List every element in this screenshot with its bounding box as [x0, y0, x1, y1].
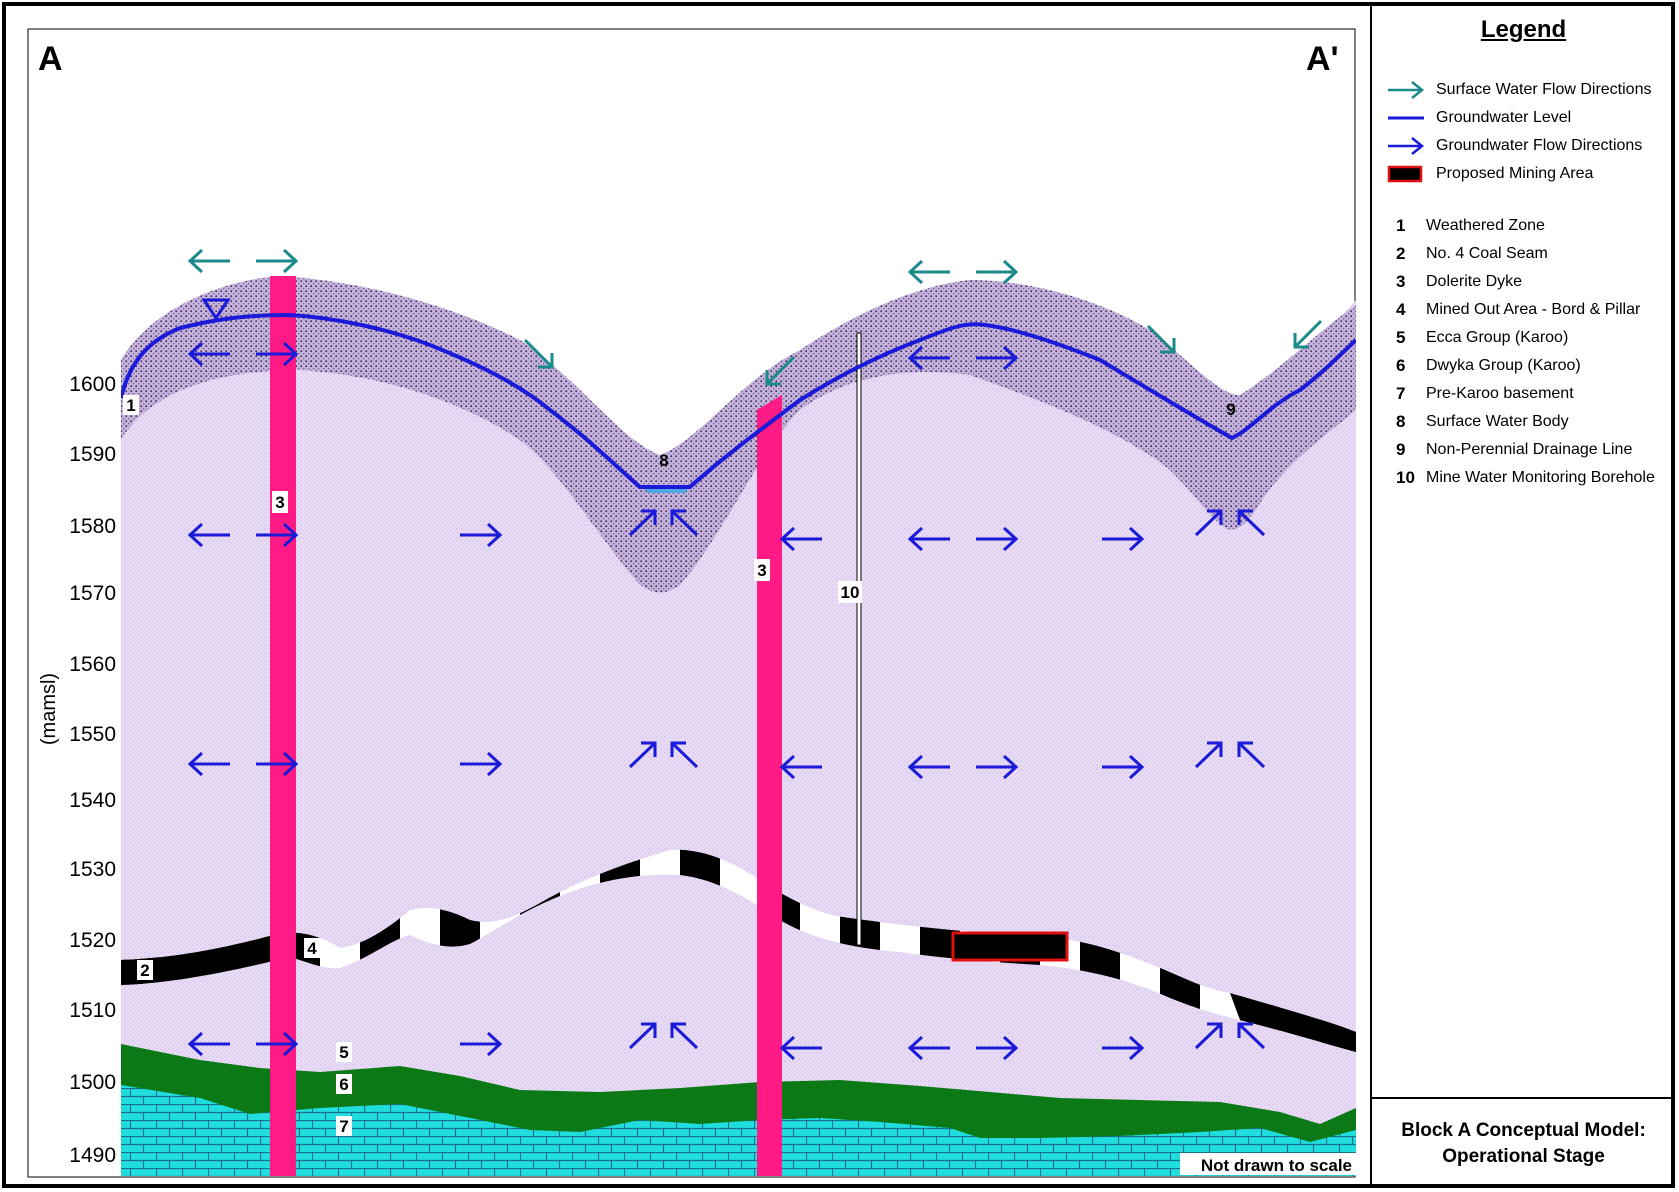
legend-label: Proposed Mining Area — [1436, 165, 1594, 182]
legend-label: Groundwater Flow Directions — [1436, 137, 1643, 154]
y-tick: 1590 — [69, 443, 116, 466]
legend-item-numbered: 2 No. 4 Coal Seam — [1386, 240, 1548, 268]
label-borehole: 10 — [841, 583, 860, 602]
legend-label: Weathered Zone — [1426, 217, 1545, 234]
label-water-body: 8 — [659, 451, 668, 470]
legend-label: Mined Out Area - Bord & Pillar — [1426, 301, 1641, 318]
legend-label: Non-Perennial Drainage Line — [1426, 441, 1633, 458]
legend-number: 6 — [1396, 356, 1406, 375]
legend-label: Dolerite Dyke — [1426, 273, 1523, 290]
legend-label: Surface Water Body — [1426, 413, 1569, 430]
weathered-zone-layer — [121, 276, 1356, 593]
legend-item-groundwater-flow: Groundwater Flow Directions — [1386, 132, 1642, 160]
legend-number: 5 — [1396, 328, 1406, 347]
legend-item-numbered: 5 Ecca Group (Karoo) — [1386, 324, 1568, 352]
legend-number: 7 — [1396, 384, 1406, 403]
legend-number: 4 — [1396, 300, 1406, 319]
legend-number: 10 — [1396, 468, 1415, 487]
legend-title: Legend — [1480, 16, 1567, 43]
y-axis-ticks: 1600 1590 1580 1570 1560 1550 1540 1530 … — [69, 373, 116, 1167]
label-dwyka: 6 — [339, 1075, 348, 1094]
legend-label: Surface Water Flow Directions — [1436, 81, 1652, 98]
legend-label: Pre-Karoo basement — [1426, 385, 1574, 402]
label-dyke-right: 3 — [757, 561, 766, 580]
blue-line-icon — [1386, 104, 1436, 132]
coal-seam-solid-right — [1230, 993, 1356, 1052]
pre-karoo-basement-layer — [121, 1085, 1356, 1176]
legend-number: 9 — [1396, 440, 1406, 459]
y-tick: 1510 — [69, 999, 116, 1022]
label-weathered-zone: 1 — [126, 396, 135, 415]
figure-title-line1: Block A Conceptual Model: — [1401, 1119, 1646, 1141]
label-mined-out: 4 — [307, 939, 317, 958]
y-tick: 1570 — [69, 582, 116, 605]
y-tick: 1520 — [69, 929, 116, 952]
y-tick: 1560 — [69, 653, 116, 676]
legend-number: 1 — [1396, 216, 1406, 235]
section-end-label: A' — [1306, 40, 1339, 78]
legend-item-numbered: 9 Non-Perennial Drainage Line — [1386, 436, 1632, 464]
dolerite-dyke-left — [270, 276, 296, 1176]
label-ecca: 5 — [339, 1043, 348, 1062]
legend-item-numbered: 10 Mine Water Monitoring Borehole — [1386, 464, 1655, 492]
legend-item-numbered: 3 Dolerite Dyke — [1386, 268, 1522, 296]
y-tick: 1530 — [69, 858, 116, 881]
y-tick: 1600 — [69, 373, 116, 396]
blue-arrow-icon — [1386, 132, 1436, 160]
figure-title-line2: Operational Stage — [1442, 1145, 1605, 1167]
teal-arrow-icon — [1386, 76, 1436, 104]
legend-item-numbered: 7 Pre-Karoo basement — [1386, 380, 1574, 408]
legend-item-numbered: 1 Weathered Zone — [1386, 212, 1545, 240]
legend-item-numbered: 6 Dwyka Group (Karoo) — [1386, 352, 1581, 380]
legend-label: Mine Water Monitoring Borehole — [1426, 469, 1655, 486]
label-basement: 7 — [339, 1117, 348, 1136]
label-dyke-left: 3 — [275, 493, 284, 512]
title-divider — [1370, 1097, 1675, 1099]
legend-label: No. 4 Coal Seam — [1426, 245, 1548, 262]
scale-note: Not drawn to scale — [1201, 1156, 1352, 1175]
legend-item-groundwater-level: Groundwater Level — [1386, 104, 1571, 132]
y-tick: 1500 — [69, 1071, 116, 1094]
mining-area-icon — [1386, 160, 1436, 188]
legend-divider — [1370, 2, 1372, 1188]
legend-item-numbered: 8 Surface Water Body — [1386, 408, 1569, 436]
legend-label: Groundwater Level — [1436, 109, 1572, 126]
y-tick: 1490 — [69, 1144, 116, 1167]
y-tick: 1540 — [69, 789, 116, 812]
dolerite-dyke-right — [757, 395, 782, 1176]
legend-item-numbered: 4 Mined Out Area - Bord & Pillar — [1386, 296, 1640, 324]
legend-number: 3 — [1396, 272, 1406, 291]
label-coal-seam: 2 — [140, 961, 149, 980]
water-table-marker-icon — [201, 298, 231, 321]
legend-number: 8 — [1396, 412, 1406, 431]
label-drainage: 9 — [1226, 400, 1235, 419]
groundwater-flow-arrows — [187, 341, 1266, 1061]
legend-item-mining-area: Proposed Mining Area — [1386, 160, 1593, 188]
y-tick: 1550 — [69, 723, 116, 746]
figure-title: Block A Conceptual Model: Operational St… — [1372, 1099, 1675, 1188]
coal-seam-solid-left — [121, 933, 290, 985]
legend-number: 2 — [1396, 244, 1406, 263]
legend-label: Ecca Group (Karoo) — [1426, 329, 1569, 346]
legend-label: Dwyka Group (Karoo) — [1426, 357, 1581, 374]
y-axis-label: (mamsl) — [38, 673, 60, 745]
legend-item-surface-flow: Surface Water Flow Directions — [1386, 76, 1651, 104]
monitoring-borehole — [856, 332, 862, 946]
coal-seam-layer — [121, 849, 1356, 1052]
section-start-label: A — [38, 40, 63, 78]
surface-water-flow-arrows — [187, 248, 1323, 386]
y-tick: 1580 — [69, 515, 116, 538]
proposed-mining-area — [951, 931, 1069, 962]
groundwater-level-line — [121, 312, 1356, 489]
